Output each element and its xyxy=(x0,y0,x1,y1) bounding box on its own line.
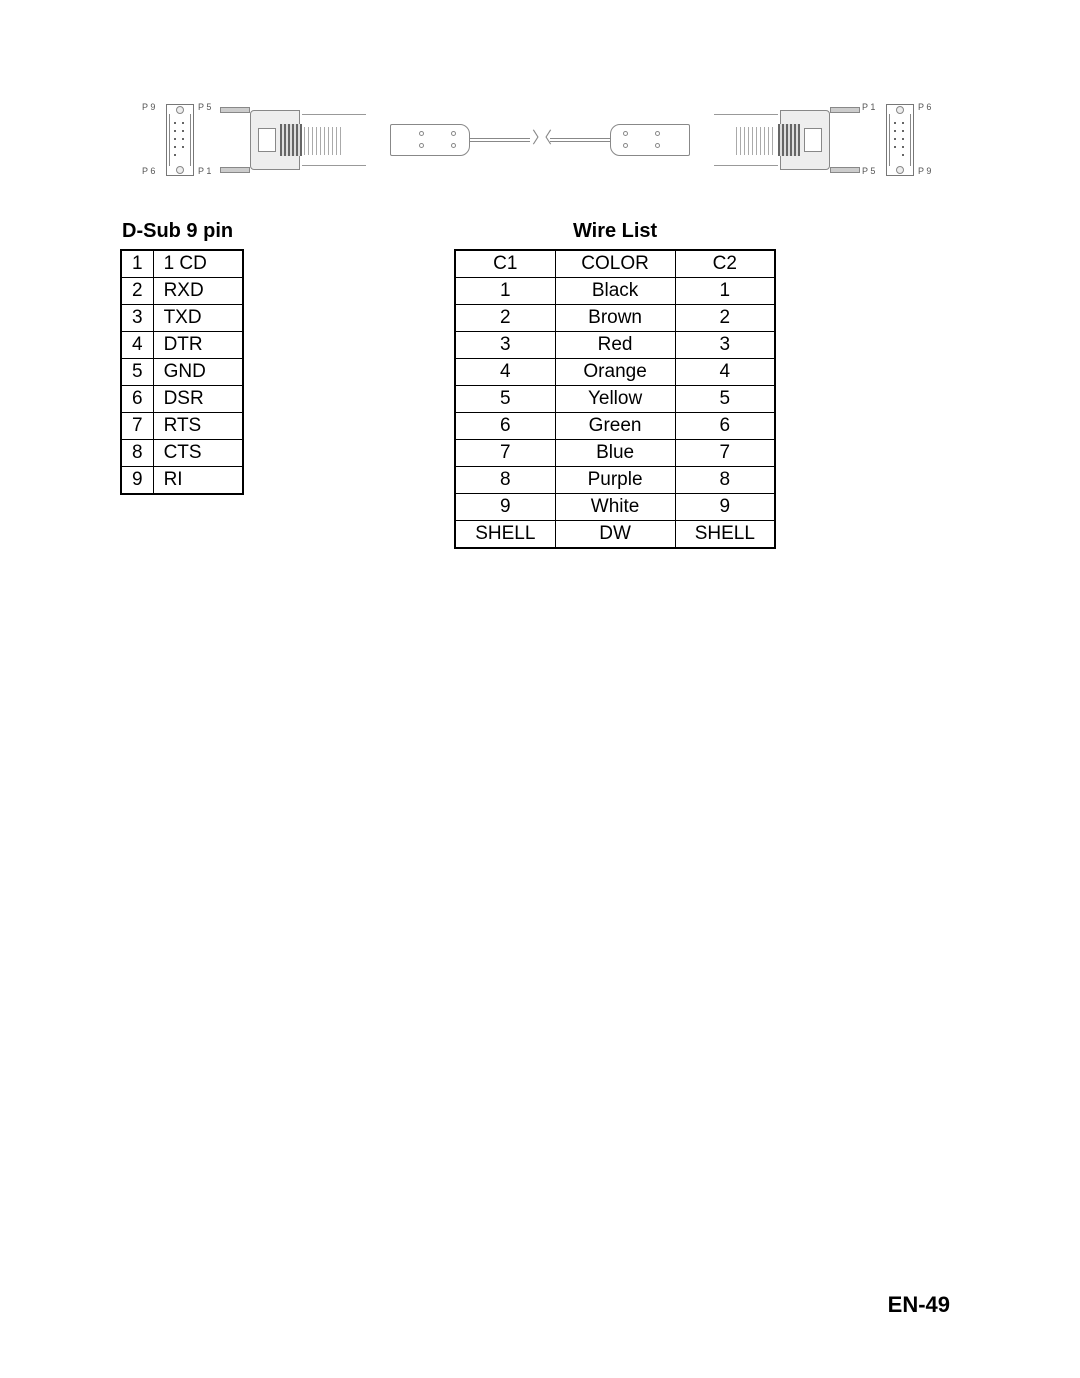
c1-cell: 6 xyxy=(455,413,555,440)
pin-label: P 1 xyxy=(198,166,211,176)
table-row: 3Red3 xyxy=(455,332,775,359)
dsub-title: D-Sub 9 pin xyxy=(122,220,244,243)
table-row: 6DSR xyxy=(121,386,243,413)
c1-cell: 1 xyxy=(455,278,555,305)
pin-cell: 4 xyxy=(121,332,153,359)
c2-cell: 5 xyxy=(675,386,775,413)
pinout-right: P 1 P 6 P 5 P 9 xyxy=(870,100,930,180)
table-row: 5Yellow5 xyxy=(455,386,775,413)
c2-cell: 4 xyxy=(675,359,775,386)
cable-diagram: P 9 P 5 P 6 P 1 〉〈 xyxy=(150,100,930,180)
table-row: 8Purple8 xyxy=(455,467,775,494)
table-header-row: C1 COLOR C2 xyxy=(455,250,775,278)
color-cell: White xyxy=(555,494,675,521)
c1-cell: 9 xyxy=(455,494,555,521)
pin-cell: 2 xyxy=(121,278,153,305)
table-row: 7Blue7 xyxy=(455,440,775,467)
wirelist-title: Wire List xyxy=(454,220,776,243)
pin-cell: 7 xyxy=(121,413,153,440)
pin-cell: 3 xyxy=(121,305,153,332)
c1-cell: 5 xyxy=(455,386,555,413)
color-cell: Red xyxy=(555,332,675,359)
pin-label: P 9 xyxy=(918,166,931,176)
table-row: 9White9 xyxy=(455,494,775,521)
pin-cell: 1 xyxy=(121,250,153,278)
c2-cell: SHELL xyxy=(675,521,775,549)
table-row: 2RXD xyxy=(121,278,243,305)
signal-cell: 1 CD xyxy=(153,250,243,278)
signal-cell: RTS xyxy=(153,413,243,440)
dsub-block: D-Sub 9 pin 11 CD2RXD3TXD4DTR5GND6DSR7RT… xyxy=(120,220,244,495)
connector-left xyxy=(250,110,370,170)
pin-cell: 5 xyxy=(121,359,153,386)
table-row: 4DTR xyxy=(121,332,243,359)
col-header-color: COLOR xyxy=(555,250,675,278)
signal-cell: DTR xyxy=(153,332,243,359)
wirelist-table: C1 COLOR C2 1Black12Brown23Red34Orange45… xyxy=(454,249,776,549)
pin-cell: 9 xyxy=(121,467,153,495)
c2-cell: 9 xyxy=(675,494,775,521)
table-row: 11 CD xyxy=(121,250,243,278)
table-row: 4Orange4 xyxy=(455,359,775,386)
color-cell: Brown xyxy=(555,305,675,332)
signal-cell: RI xyxy=(153,467,243,495)
color-cell: Blue xyxy=(555,440,675,467)
color-cell: DW xyxy=(555,521,675,549)
table-row: 8CTS xyxy=(121,440,243,467)
c2-cell: 7 xyxy=(675,440,775,467)
c1-cell: SHELL xyxy=(455,521,555,549)
inline-plug-left xyxy=(390,124,470,156)
wirelist-block: Wire List C1 COLOR C2 1Black12Brown23Red… xyxy=(454,220,776,549)
signal-cell: TXD xyxy=(153,305,243,332)
color-cell: Black xyxy=(555,278,675,305)
pin-label: P 9 xyxy=(142,102,155,112)
page-number: EN-49 xyxy=(888,1292,950,1318)
pin-label: P 1 xyxy=(862,102,875,112)
c2-cell: 3 xyxy=(675,332,775,359)
pinout-left: P 9 P 5 P 6 P 1 xyxy=(150,100,210,180)
c2-cell: 6 xyxy=(675,413,775,440)
pin-cell: 6 xyxy=(121,386,153,413)
pin-label: P 5 xyxy=(198,102,211,112)
cable-break-icon: 〉〈 xyxy=(530,124,550,148)
table-row: SHELLDWSHELL xyxy=(455,521,775,549)
page: P 9 P 5 P 6 P 1 〉〈 xyxy=(0,0,1080,1378)
table-row: 3TXD xyxy=(121,305,243,332)
signal-cell: DSR xyxy=(153,386,243,413)
signal-cell: GND xyxy=(153,359,243,386)
color-cell: Yellow xyxy=(555,386,675,413)
pin-cell: 8 xyxy=(121,440,153,467)
col-header-c1: C1 xyxy=(455,250,555,278)
table-row: 9RI xyxy=(121,467,243,495)
c1-cell: 3 xyxy=(455,332,555,359)
table-row: 1Black1 xyxy=(455,278,775,305)
table-row: 6Green6 xyxy=(455,413,775,440)
pin-label: P 6 xyxy=(142,166,155,176)
color-cell: Orange xyxy=(555,359,675,386)
cable-center: 〉〈 xyxy=(390,130,690,150)
table-row: 2Brown2 xyxy=(455,305,775,332)
c1-cell: 7 xyxy=(455,440,555,467)
c1-cell: 2 xyxy=(455,305,555,332)
table-row: 5GND xyxy=(121,359,243,386)
signal-cell: RXD xyxy=(153,278,243,305)
c1-cell: 8 xyxy=(455,467,555,494)
tables-section: D-Sub 9 pin 11 CD2RXD3TXD4DTR5GND6DSR7RT… xyxy=(120,220,960,549)
dsub-table: 11 CD2RXD3TXD4DTR5GND6DSR7RTS8CTS9RI xyxy=(120,249,244,495)
col-header-c2: C2 xyxy=(675,250,775,278)
table-row: 7RTS xyxy=(121,413,243,440)
pin-label: P 5 xyxy=(862,166,875,176)
c2-cell: 2 xyxy=(675,305,775,332)
color-cell: Purple xyxy=(555,467,675,494)
inline-plug-right xyxy=(610,124,690,156)
pin-label: P 6 xyxy=(918,102,931,112)
color-cell: Green xyxy=(555,413,675,440)
c1-cell: 4 xyxy=(455,359,555,386)
signal-cell: CTS xyxy=(153,440,243,467)
c2-cell: 8 xyxy=(675,467,775,494)
connector-right xyxy=(710,110,830,170)
c2-cell: 1 xyxy=(675,278,775,305)
